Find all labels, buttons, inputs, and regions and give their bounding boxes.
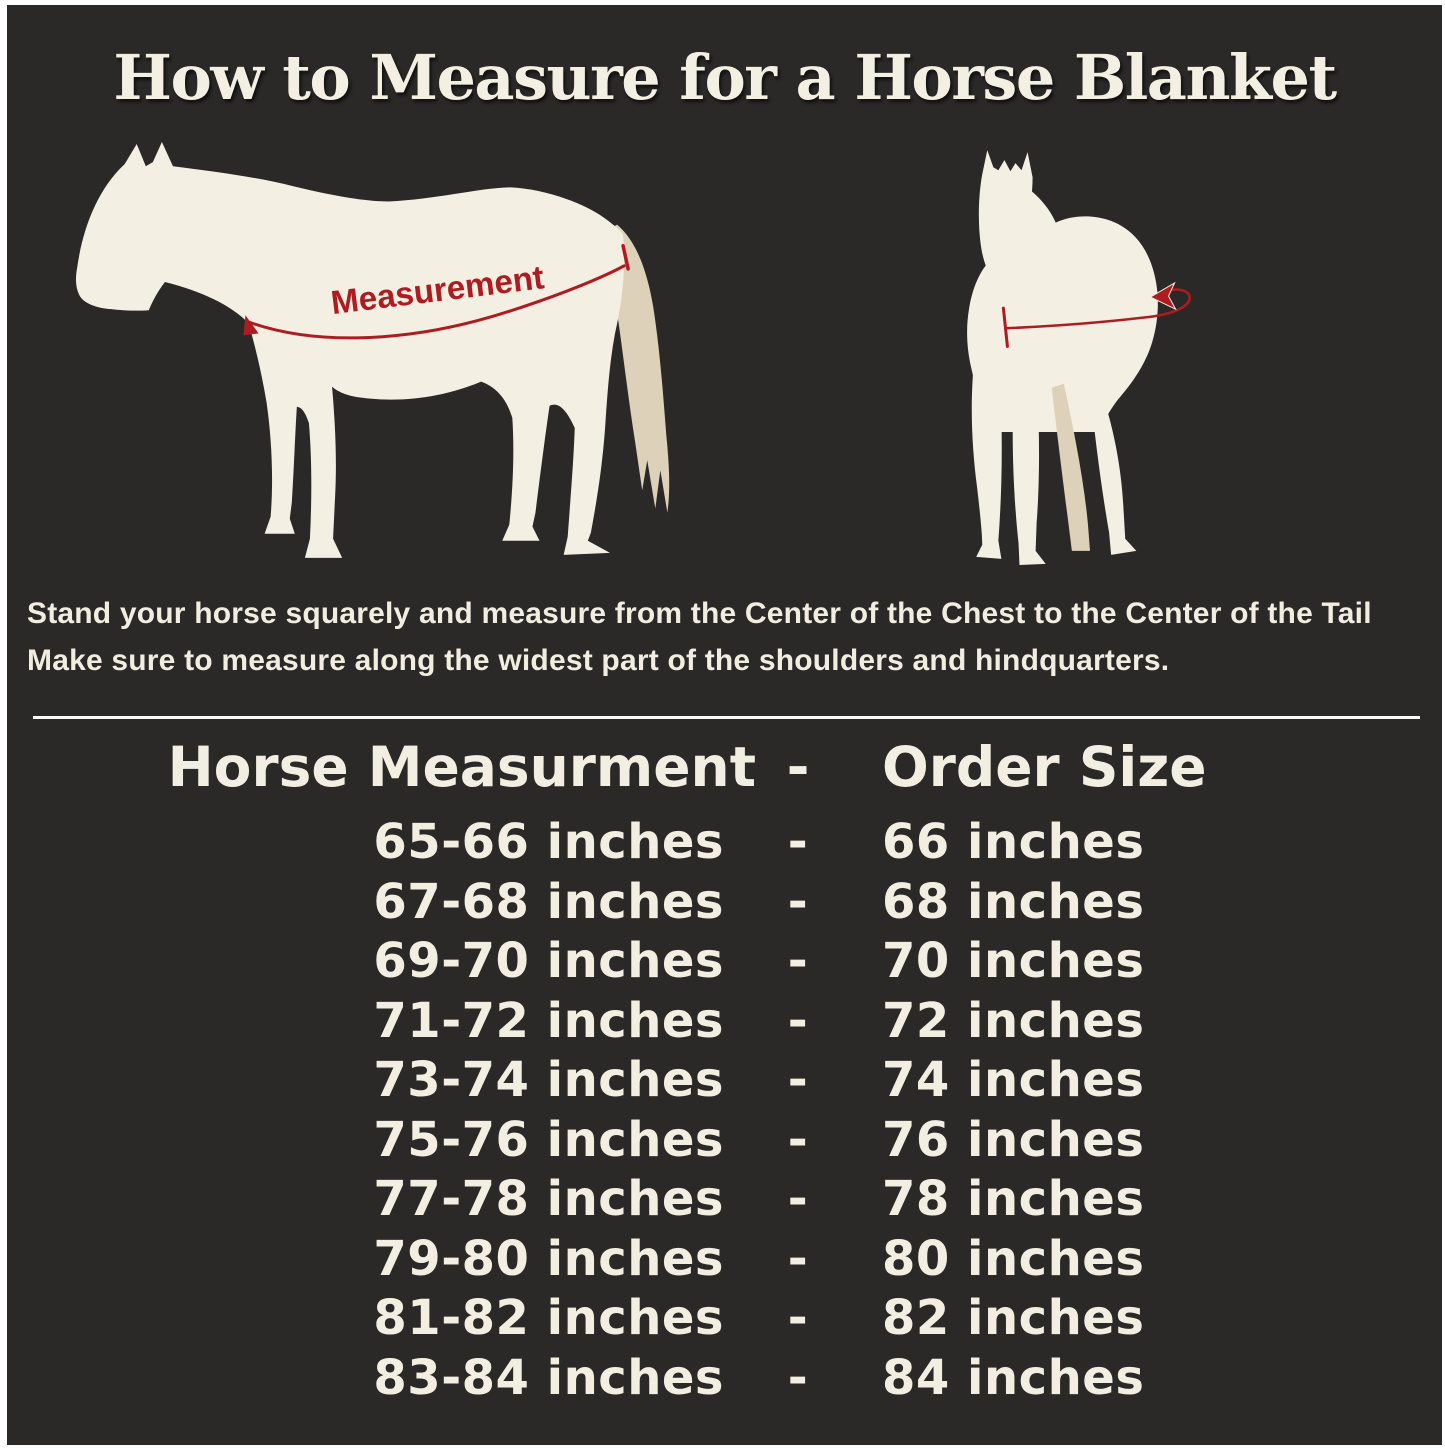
- separator-cell: -: [787, 1290, 809, 1346]
- page-title: How to Measure for a Horse Blanket: [113, 41, 1337, 114]
- measurement-end-tick: [621, 243, 630, 271]
- table-row: 67-68 inches - 68 inches: [7, 873, 1442, 933]
- horse-front-head: [978, 150, 1033, 292]
- order-size-cell: 80 inches: [882, 1230, 1145, 1287]
- measurement-cell: 81-82 inches: [373, 1290, 724, 1346]
- table-row: 65-66 inches - 66 inches: [7, 813, 1442, 873]
- table-row: 79-80 inches - 80 inches: [7, 1230, 1442, 1290]
- separator-cell: -: [787, 1111, 809, 1168]
- measurement-cell: 79-80 inches: [373, 1230, 724, 1287]
- girth-wrap-loop: [1153, 288, 1191, 318]
- measurement-cell: 75-76 inches: [373, 1111, 724, 1168]
- table-row: 83-84 inches - 84 inches: [7, 1349, 1442, 1409]
- measurement-cell: 65-66 inches: [373, 814, 724, 870]
- separator-cell: -: [787, 1230, 809, 1287]
- column-header-order-size: Order Size: [882, 735, 1207, 799]
- order-size-cell: 76 inches: [882, 1111, 1145, 1168]
- measurement-cell: 83-84 inches: [373, 1349, 724, 1406]
- measurement-cell: 71-72 inches: [373, 992, 724, 1049]
- instructions-line-2: Make sure to measure along the widest pa…: [27, 644, 1170, 677]
- separator-cell: -: [787, 1349, 809, 1406]
- measurement-start-wedge: [243, 315, 259, 336]
- table-row: 73-74 inches - 74 inches: [7, 1051, 1442, 1111]
- column-header-measurement: Horse Measurment: [167, 735, 756, 799]
- size-table-header: Horse Measurment - Order Size: [7, 735, 1442, 799]
- size-table: Horse Measurment - Order Size 65-66 inch…: [7, 735, 1442, 1408]
- separator-cell: -: [787, 992, 809, 1049]
- horse-front-left-leg: [971, 371, 1002, 559]
- order-size-cell: 82 inches: [882, 1290, 1145, 1346]
- separator-cell: -: [787, 814, 809, 870]
- measurement-arrow-icon: [1149, 281, 1177, 311]
- horizontal-divider: [33, 716, 1420, 719]
- table-row: 69-70 inches - 70 inches: [7, 932, 1442, 992]
- separator-cell: -: [787, 873, 809, 930]
- measurement-cell: 73-74 inches: [373, 1052, 724, 1108]
- table-row: 81-82 inches - 82 inches: [7, 1289, 1442, 1349]
- infographic-panel: How to Measure for a Horse Blanket Measu…: [7, 5, 1442, 1445]
- table-row: 71-72 inches - 72 inches: [7, 992, 1442, 1052]
- order-size-cell: 66 inches: [882, 814, 1145, 870]
- horse-front-view-figure: [967, 150, 1191, 565]
- horse-front-right-leg: [1012, 389, 1046, 565]
- horse-hind-leg: [1092, 399, 1137, 555]
- measurement-cell: 67-68 inches: [373, 873, 724, 930]
- order-size-cell: 74 inches: [882, 1052, 1145, 1108]
- order-size-cell: 68 inches: [882, 873, 1145, 930]
- separator-cell: -: [787, 933, 809, 989]
- table-row: 75-76 inches - 76 inches: [7, 1111, 1442, 1171]
- girth-line: [1004, 314, 1156, 330]
- measurement-cell: 77-78 inches: [373, 1171, 724, 1227]
- separator-cell: -: [787, 1052, 809, 1108]
- header-separator: -: [786, 735, 810, 799]
- order-size-cell: 70 inches: [882, 933, 1145, 989]
- order-size-cell: 78 inches: [882, 1171, 1145, 1227]
- order-size-cell: 84 inches: [882, 1349, 1145, 1406]
- separator-cell: -: [787, 1171, 809, 1227]
- order-size-cell: 72 inches: [882, 992, 1145, 1049]
- measurement-cell: 69-70 inches: [373, 933, 724, 989]
- horse-side-view-figure: Measurement: [75, 142, 670, 558]
- instructions-line-1: Stand your horse squarely and measure fr…: [27, 597, 1372, 630]
- instructions-text: Stand your horse squarely and measure fr…: [27, 590, 1426, 684]
- measurement-arc: [247, 264, 626, 340]
- table-row: 77-78 inches - 78 inches: [7, 1170, 1442, 1230]
- horse-far-hind-leg: [1051, 383, 1090, 551]
- horse-body-silhouette: [75, 142, 625, 558]
